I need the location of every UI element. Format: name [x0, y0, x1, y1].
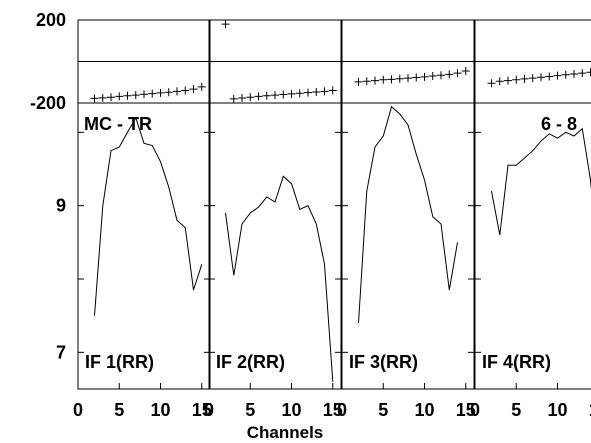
phase-point	[279, 90, 288, 99]
x-tick-label: 5	[114, 400, 124, 420]
phase-tick-label: -200	[30, 93, 66, 113]
phase-point	[90, 94, 99, 103]
amplitude-line	[491, 127, 591, 236]
phase-point	[131, 91, 140, 100]
chart-labels: IF 1(RR) 0 5 10 15 IF 2(RR) 0 5 10 15 IF 3(RR) 0 5 10…	[30, 10, 591, 442]
phase-point	[107, 93, 115, 102]
x-tick-label: 15	[192, 400, 212, 420]
phase-point	[445, 70, 454, 79]
panel-label: IF 2(RR)	[216, 352, 285, 372]
x-tick-label: 15	[589, 400, 591, 420]
x-tick-label: 10	[414, 400, 434, 420]
phase-point	[379, 75, 388, 84]
x-tick-label: 5	[245, 400, 255, 420]
phase-point	[238, 94, 246, 103]
amplitude-panel-frame	[208, 102, 342, 390]
phase-point	[148, 89, 157, 98]
x-axis-title: Channels	[247, 423, 324, 442]
phase-point	[561, 70, 570, 79]
x-tick-label: 0	[204, 400, 214, 420]
phase-point	[362, 77, 371, 86]
phase-point	[181, 86, 190, 95]
phase-point	[412, 73, 421, 82]
x-tick-label: 5	[511, 400, 521, 420]
amplitude-line	[225, 175, 334, 382]
phase-point	[287, 89, 296, 98]
phase-point	[328, 86, 337, 95]
phase-point	[295, 89, 304, 98]
amplitude-panel-frame	[77, 102, 211, 390]
x-tick-label: 15	[323, 400, 343, 420]
x-tick-label: 5	[378, 400, 388, 420]
phase-point	[354, 77, 363, 86]
phase-point	[156, 88, 165, 97]
phase-point	[387, 75, 396, 84]
panel-label: IF 4(RR)	[482, 352, 551, 372]
phase-point	[495, 77, 504, 86]
x-tick-label: 0	[337, 400, 347, 420]
x-tick-label: 0	[470, 400, 480, 420]
amplitude-line	[358, 105, 458, 324]
x-tick-label: 10	[281, 400, 301, 420]
phase-point	[246, 93, 255, 102]
phase-point	[271, 91, 279, 100]
amplitude-tick-label: 9	[56, 196, 66, 216]
phase-tick-label: 200	[36, 10, 66, 30]
phase-point	[528, 74, 537, 83]
phase-point	[229, 94, 238, 103]
phase-point	[98, 93, 107, 102]
amplitude-panel-frame	[474, 102, 591, 390]
panel-frames	[77, 19, 591, 390]
phase-point	[586, 68, 591, 77]
phase-point	[453, 69, 462, 78]
phase-point	[320, 87, 329, 96]
phase-point	[420, 72, 429, 81]
phase-point	[123, 91, 132, 100]
x-tick-label: 0	[73, 400, 83, 420]
panel-label: IF 1(RR)	[85, 352, 154, 372]
phase-point	[520, 74, 529, 83]
phase-point	[262, 91, 271, 100]
amplitude-line	[94, 116, 203, 316]
phase-point	[395, 74, 404, 83]
x-tick-label: 10	[547, 400, 567, 420]
phase-point	[371, 76, 379, 85]
phase-point	[537, 73, 545, 82]
phase-point	[570, 69, 578, 78]
phase-point	[504, 76, 512, 85]
phase-point	[115, 92, 124, 101]
phase-point	[312, 88, 321, 97]
x-tick-label: 10	[150, 400, 170, 420]
axis-ticks	[77, 131, 558, 389]
phase-point	[512, 75, 521, 84]
baseline-label: 6 - 8	[541, 114, 577, 134]
amplitude-tick-label: 7	[56, 342, 66, 362]
x-tick-label: 15	[456, 400, 476, 420]
corner-label: MC - TR	[84, 114, 152, 134]
phase-point	[197, 82, 206, 91]
phase-point	[428, 72, 437, 81]
phase-point	[578, 69, 587, 78]
phase-point	[553, 71, 562, 80]
phase-point	[221, 20, 230, 29]
phase-point	[254, 92, 263, 101]
phase-point	[545, 72, 554, 81]
phase-point	[437, 71, 445, 80]
phase-point	[164, 88, 173, 97]
phase-point	[461, 67, 470, 76]
phase-point	[304, 88, 312, 97]
amplitude-panel-frame	[341, 102, 475, 390]
phase-point	[189, 85, 198, 94]
phase-point	[173, 87, 181, 96]
phase-point	[404, 74, 412, 83]
phase-point	[140, 90, 148, 99]
data-series	[90, 20, 591, 382]
panel-label: IF 3(RR)	[349, 352, 418, 372]
phase-point	[487, 79, 496, 88]
